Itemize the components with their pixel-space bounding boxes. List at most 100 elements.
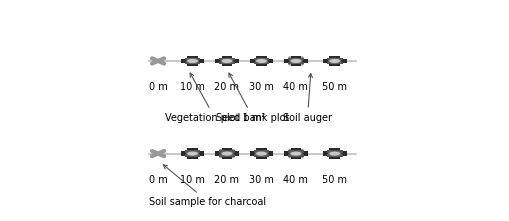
Bar	[297, 150, 303, 153]
Bar	[229, 150, 234, 153]
Bar	[263, 150, 269, 153]
Bar	[184, 150, 190, 153]
Bar	[263, 57, 269, 60]
Bar	[180, 59, 191, 63]
Ellipse shape	[289, 151, 301, 156]
Text: 0 m: 0 m	[149, 82, 167, 93]
Bar	[336, 62, 342, 64]
Bar	[215, 59, 225, 63]
Text: 40 m: 40 m	[283, 175, 308, 185]
Bar	[336, 57, 342, 60]
Bar	[187, 148, 197, 153]
Bar	[253, 57, 259, 60]
Ellipse shape	[186, 58, 198, 64]
Text: 0 m: 0 m	[149, 175, 167, 185]
Bar	[336, 150, 342, 153]
Ellipse shape	[220, 151, 233, 156]
Bar	[249, 59, 260, 63]
Bar	[194, 57, 200, 60]
Bar	[263, 154, 269, 157]
Bar	[253, 150, 259, 153]
Bar	[221, 55, 232, 60]
Bar	[284, 59, 294, 63]
Bar	[329, 148, 340, 153]
Text: Seed bank plot: Seed bank plot	[216, 73, 289, 123]
Bar	[288, 62, 294, 64]
Bar	[297, 62, 303, 64]
Ellipse shape	[220, 58, 233, 64]
Ellipse shape	[328, 58, 340, 64]
Text: Vegetation plot 1 m²: Vegetation plot 1 m²	[164, 73, 264, 123]
Bar	[253, 62, 259, 64]
Bar	[194, 154, 200, 157]
Bar	[194, 62, 200, 64]
Bar	[288, 57, 294, 60]
Bar	[228, 151, 238, 156]
Bar	[184, 62, 190, 64]
Ellipse shape	[255, 58, 267, 64]
Ellipse shape	[255, 151, 267, 156]
Bar	[184, 154, 190, 157]
Text: 30 m: 30 m	[248, 175, 273, 185]
Bar	[263, 62, 269, 64]
Bar	[229, 62, 234, 64]
Text: 10 m: 10 m	[180, 82, 205, 93]
Bar	[329, 154, 340, 159]
Bar	[229, 57, 234, 60]
Ellipse shape	[328, 151, 340, 156]
Bar	[290, 62, 301, 66]
Bar	[290, 154, 301, 159]
Bar	[256, 148, 266, 153]
Text: 50 m: 50 m	[322, 175, 347, 185]
Bar	[326, 150, 332, 153]
Bar	[229, 154, 234, 157]
Bar	[219, 57, 225, 60]
Bar	[194, 150, 200, 153]
Bar	[297, 57, 303, 60]
Bar	[297, 154, 303, 157]
Bar	[221, 154, 232, 159]
Bar	[262, 151, 273, 156]
Text: 30 m: 30 m	[248, 82, 273, 93]
Bar	[221, 148, 232, 153]
Bar	[296, 151, 307, 156]
Bar	[290, 55, 301, 60]
Bar	[326, 57, 332, 60]
Bar	[228, 59, 238, 63]
Bar	[256, 154, 266, 159]
Bar	[193, 151, 204, 156]
Bar	[187, 154, 197, 159]
Bar	[187, 62, 197, 66]
Bar	[256, 55, 266, 60]
Bar	[329, 62, 340, 66]
Bar	[296, 59, 307, 63]
Bar	[326, 154, 332, 157]
Bar	[322, 151, 333, 156]
Bar	[326, 62, 332, 64]
Bar	[335, 151, 346, 156]
Text: 20 m: 20 m	[214, 82, 239, 93]
Text: 10 m: 10 m	[180, 175, 205, 185]
Bar	[249, 151, 260, 156]
Bar	[187, 55, 197, 60]
Bar	[219, 150, 225, 153]
Bar	[193, 59, 204, 63]
Bar	[221, 62, 232, 66]
Bar	[336, 154, 342, 157]
Bar	[329, 55, 340, 60]
Bar	[219, 154, 225, 157]
Bar	[262, 59, 273, 63]
Text: Soil sample for charcoal: Soil sample for charcoal	[149, 165, 266, 207]
Text: 50 m: 50 m	[322, 82, 347, 93]
Ellipse shape	[186, 151, 198, 156]
Bar	[335, 59, 346, 63]
Text: Soil auger: Soil auger	[282, 74, 331, 123]
Bar	[288, 150, 294, 153]
Bar	[184, 57, 190, 60]
Bar	[284, 151, 294, 156]
Bar	[219, 62, 225, 64]
Bar	[180, 151, 191, 156]
Bar	[215, 151, 225, 156]
Bar	[290, 148, 301, 153]
Bar	[288, 154, 294, 157]
